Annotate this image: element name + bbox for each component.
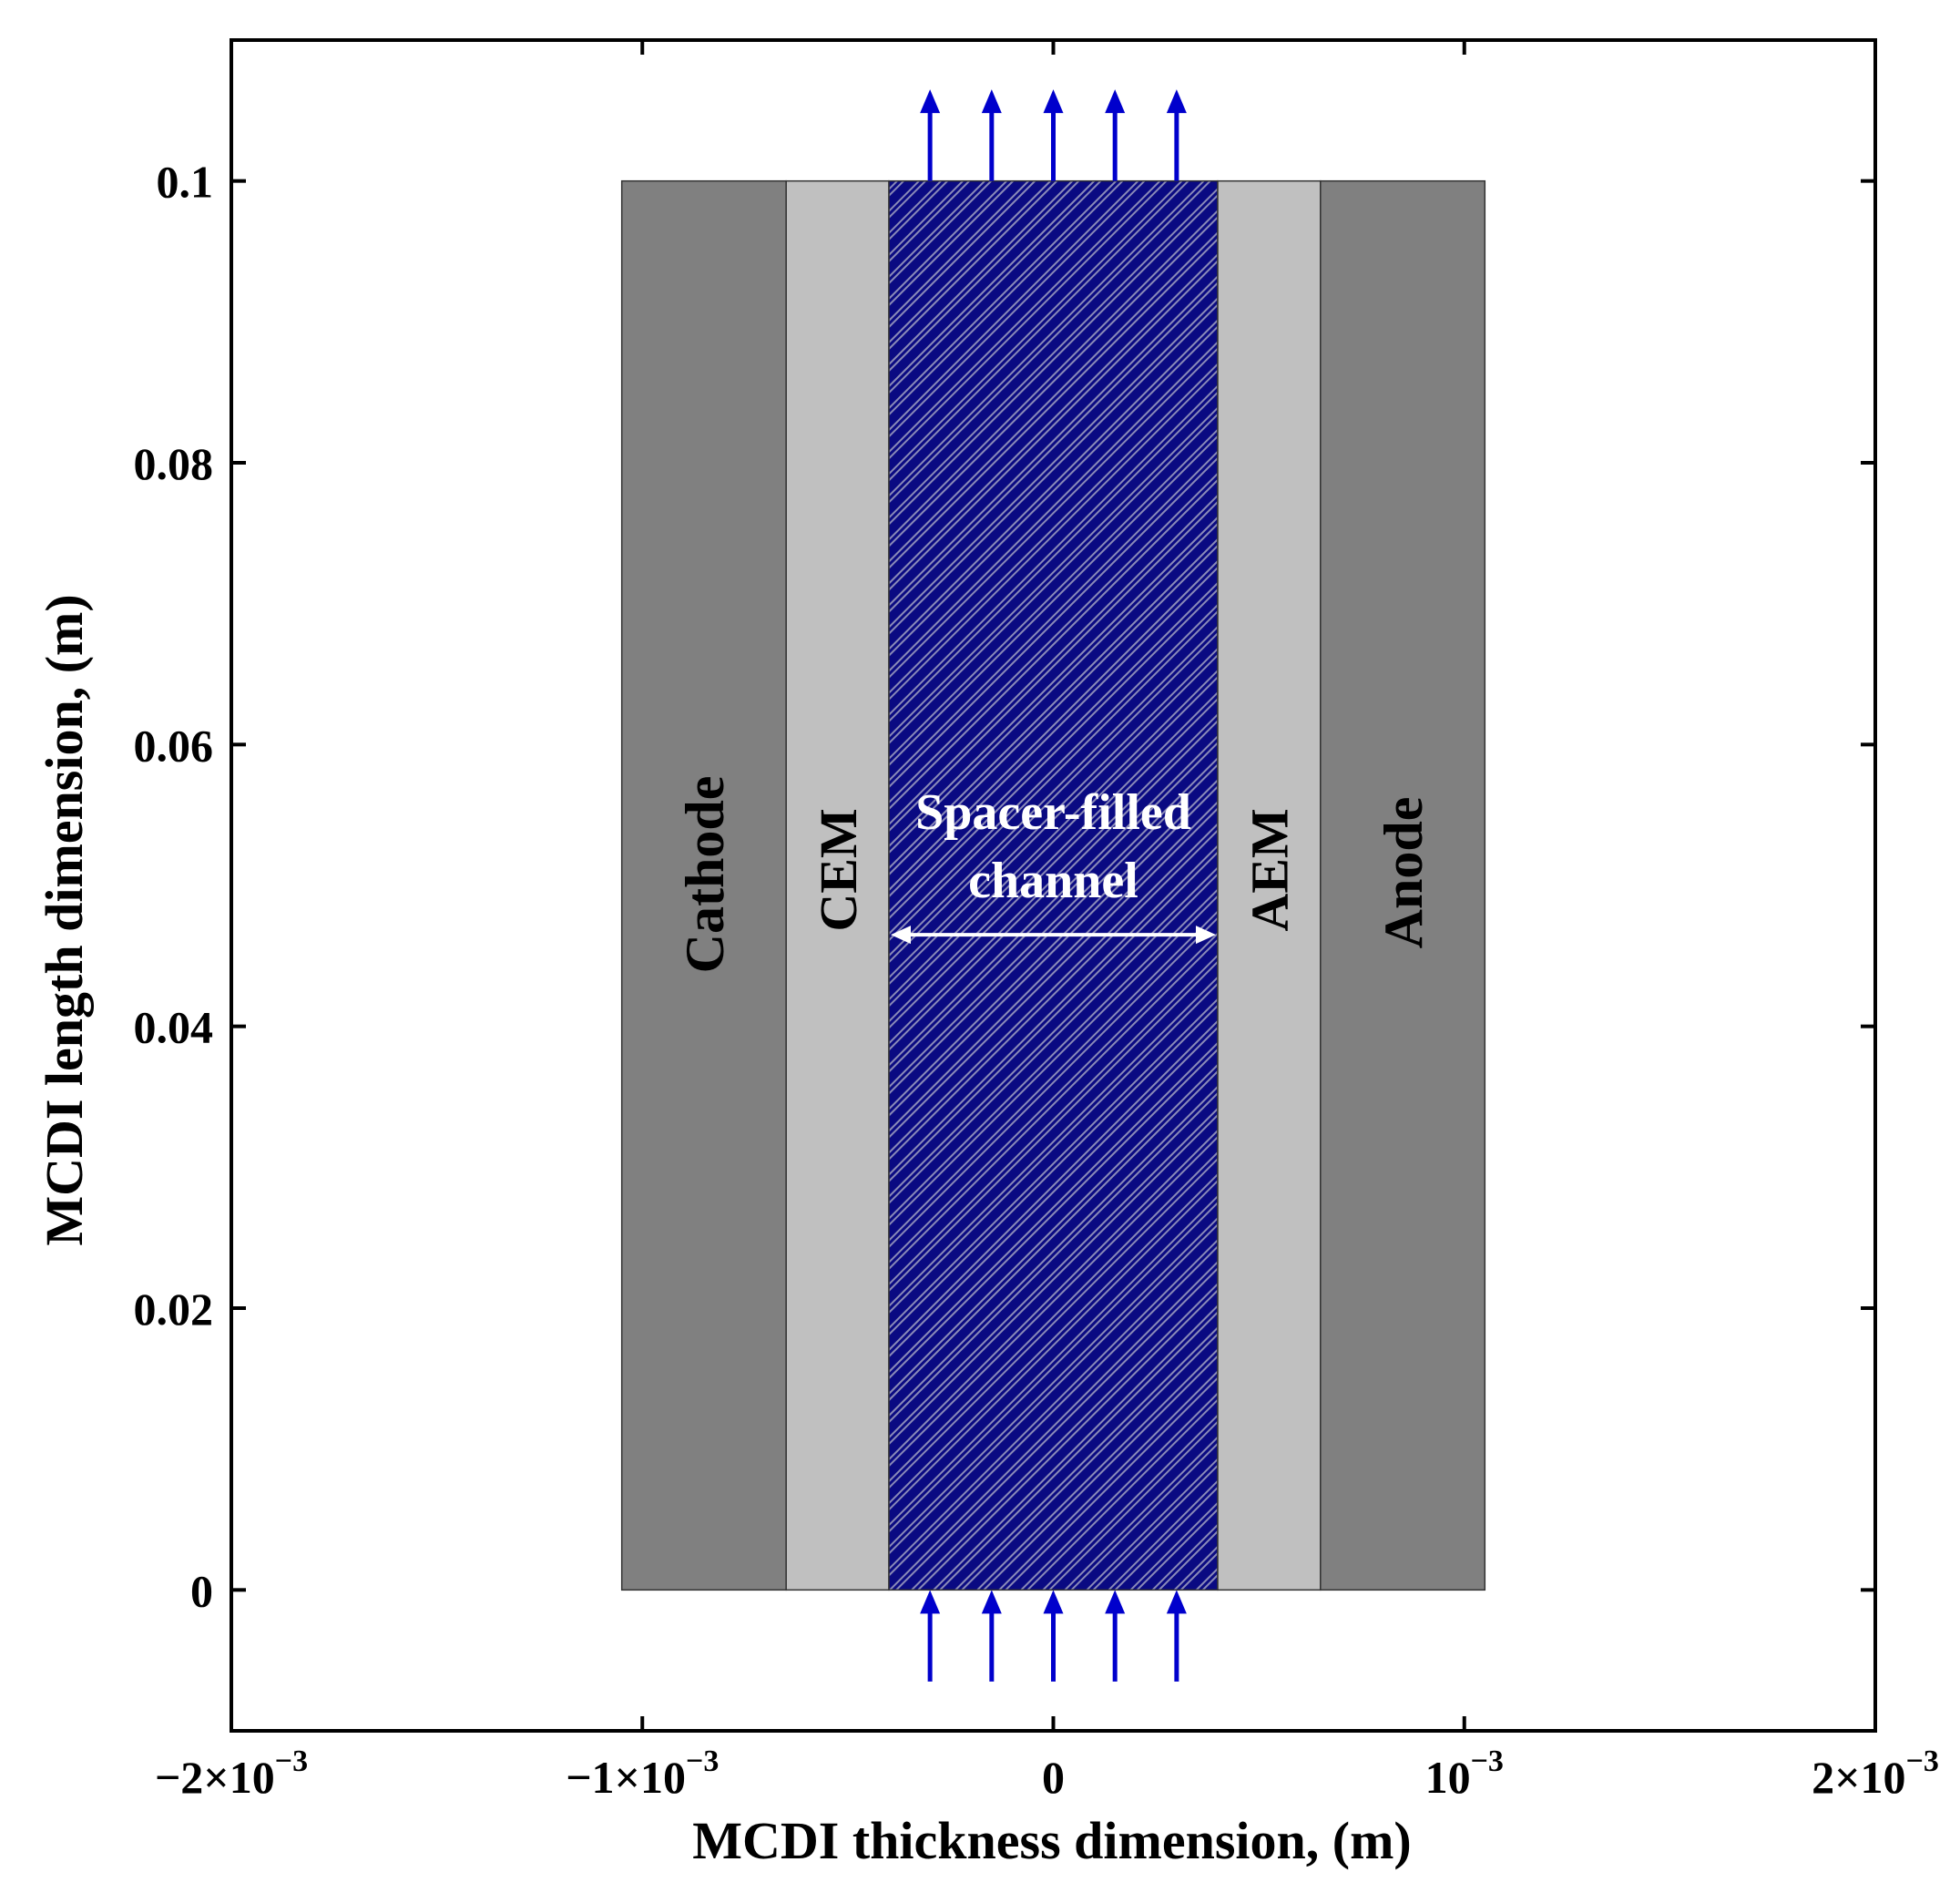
x-tick-label: 0 [1042, 1752, 1065, 1803]
x-tick-label: −2×10−3 [155, 1744, 308, 1803]
y-axis-label: MCDI length dimension, (m) [35, 594, 94, 1245]
outlet-arrow-head-4 [1105, 89, 1126, 114]
y-tick-label: 0.04 [134, 1002, 214, 1053]
outlet-arrow-head-1 [920, 89, 941, 114]
flow-arrows [920, 89, 1187, 1682]
outlet-arrow-head-3 [1043, 89, 1064, 114]
inlet-arrow-head-2 [981, 1590, 1002, 1614]
layer-regions [620, 179, 1486, 1591]
region-cathode [620, 179, 787, 1591]
region-labels: Cathode CEM AEM Anode Spacer-filled channel [675, 776, 1434, 974]
x-tick-label: 10−3 [1425, 1744, 1504, 1803]
y-tick-label: 0.1 [157, 157, 214, 208]
y-tick-label: 0.08 [134, 438, 214, 489]
region-aem [1217, 179, 1322, 1591]
anode-label: Anode [1373, 797, 1434, 949]
inlet-arrow-head-1 [920, 1590, 941, 1614]
y-tick-label: 0 [190, 1565, 213, 1616]
x-axis-label: MCDI thickness dimension, (m) [692, 1811, 1412, 1870]
outlet-arrow-head-2 [981, 89, 1002, 114]
inlet-arrow-head-3 [1043, 1590, 1064, 1614]
aem-label: AEM [1240, 808, 1300, 931]
channel-width-arrow-right-head [1196, 926, 1216, 945]
region-anode [1320, 179, 1486, 1591]
inlet-arrow-head-4 [1105, 1590, 1126, 1614]
y-tick-label: 0.02 [134, 1284, 214, 1335]
channel-width-arrow-group [891, 926, 1216, 945]
axis-ticks: 0 0.02 0.04 0.06 0.08 0.1 −2×10−3 −1×10−3 0 10−3 2… [134, 40, 1939, 1803]
y-tick-label: 0.06 [134, 720, 214, 771]
cathode-label: Cathode [675, 776, 735, 974]
channel-label-line2: channel [968, 853, 1138, 909]
x-tick-label: 2×10−3 [1812, 1744, 1939, 1803]
x-tick-label: −1×10−3 [566, 1744, 719, 1803]
inlet-arrow-head-5 [1166, 1590, 1187, 1614]
region-cem [785, 179, 890, 1591]
channel-width-arrow-left-head [891, 926, 911, 945]
cem-label: CEM [809, 808, 868, 931]
outlet-arrow-head-5 [1166, 89, 1187, 114]
channel-label-line1: Spacer-filled [915, 784, 1191, 841]
